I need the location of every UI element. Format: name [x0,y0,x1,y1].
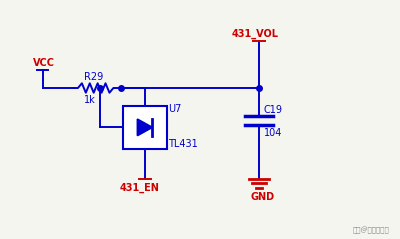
Text: C19: C19 [264,105,283,115]
Text: 104: 104 [264,128,282,138]
Text: 431_EN: 431_EN [119,183,159,193]
Bar [123,106,166,149]
Text: VCC: VCC [33,58,55,68]
Text: TL431: TL431 [168,139,198,149]
Text: 1k: 1k [84,95,96,105]
Text: GND: GND [250,192,274,202]
Text: U7: U7 [168,104,182,114]
Text: 头条@鸣祥化电子: 头条@鸣祥化电子 [352,226,389,234]
Text: R29: R29 [84,72,103,82]
Text: 431_VOL: 431_VOL [232,29,278,39]
Polygon shape [138,119,152,136]
